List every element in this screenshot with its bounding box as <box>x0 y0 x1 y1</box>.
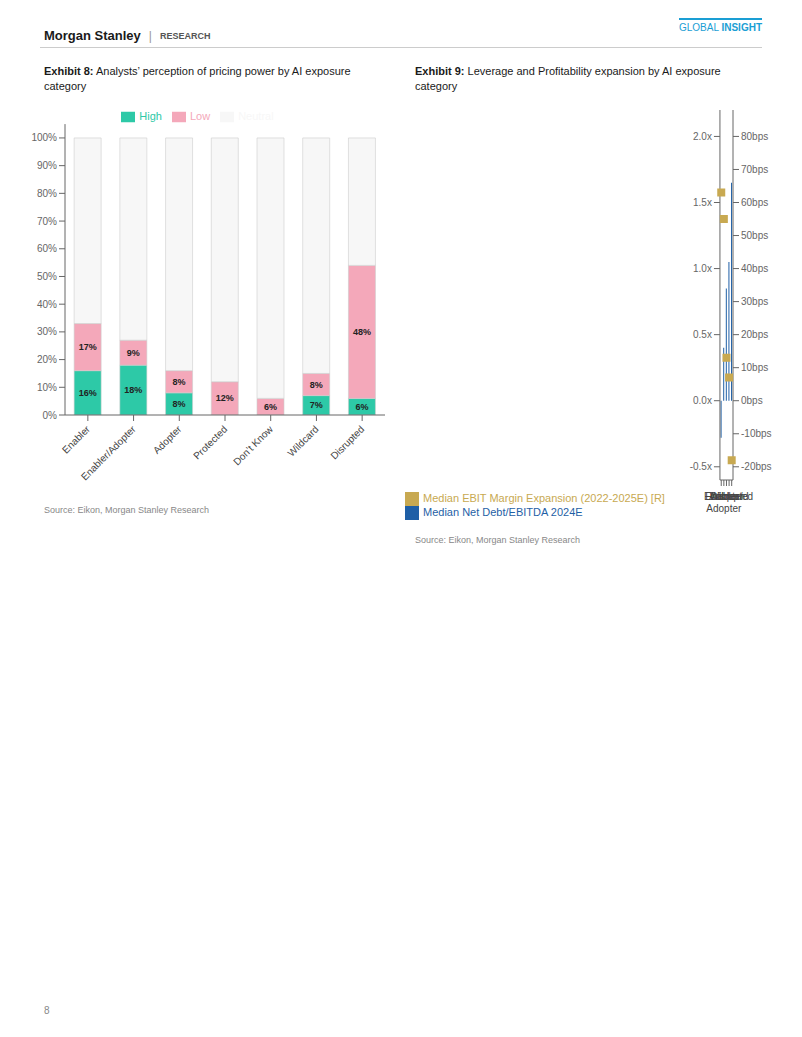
svg-text:Disrupted: Disrupted <box>710 491 753 502</box>
svg-text:Enabler/Adopter: Enabler/Adopter <box>79 423 138 482</box>
svg-text:0.0x: 0.0x <box>693 395 712 406</box>
svg-text:80%: 80% <box>37 188 57 199</box>
svg-text:20bps: 20bps <box>741 329 768 340</box>
svg-text:1.0x: 1.0x <box>693 263 712 274</box>
svg-text:-20bps: -20bps <box>741 461 772 472</box>
svg-text:80bps: 80bps <box>741 131 768 142</box>
svg-text:9%: 9% <box>127 348 140 358</box>
svg-text:0.5x: 0.5x <box>693 329 712 340</box>
svg-text:Adopter: Adopter <box>151 423 184 456</box>
svg-text:Wildcard: Wildcard <box>285 423 320 458</box>
svg-text:17%: 17% <box>79 342 97 352</box>
svg-text:1.5x: 1.5x <box>693 197 712 208</box>
svg-text:0bps: 0bps <box>741 395 763 406</box>
svg-text:50%: 50% <box>37 271 57 282</box>
svg-text:7%: 7% <box>310 400 323 410</box>
svg-text:70bps: 70bps <box>741 164 768 175</box>
svg-text:0%: 0% <box>43 410 58 421</box>
svg-text:40bps: 40bps <box>741 263 768 274</box>
svg-text:18%: 18% <box>124 385 142 395</box>
svg-text:60bps: 60bps <box>741 197 768 208</box>
svg-text:2.0x: 2.0x <box>693 131 712 142</box>
svg-text:48%: 48% <box>353 327 371 337</box>
svg-text:-0.5x: -0.5x <box>690 461 712 472</box>
svg-text:12%: 12% <box>216 393 234 403</box>
svg-text:40%: 40% <box>37 299 57 310</box>
svg-text:Disrupted: Disrupted <box>328 423 366 461</box>
svg-text:50bps: 50bps <box>741 230 768 241</box>
svg-text:-10bps: -10bps <box>741 428 772 439</box>
svg-text:100%: 100% <box>31 132 57 143</box>
svg-text:16%: 16% <box>79 388 97 398</box>
svg-text:8%: 8% <box>310 380 323 390</box>
svg-text:8%: 8% <box>173 399 186 409</box>
svg-text:60%: 60% <box>37 243 57 254</box>
svg-text:30bps: 30bps <box>741 296 768 307</box>
svg-text:90%: 90% <box>37 160 57 171</box>
svg-text:6%: 6% <box>355 402 368 412</box>
svg-text:10bps: 10bps <box>741 362 768 373</box>
svg-text:30%: 30% <box>37 326 57 337</box>
svg-text:70%: 70% <box>37 216 57 227</box>
svg-text:8%: 8% <box>173 377 186 387</box>
svg-text:Enabler: Enabler <box>60 423 93 456</box>
svg-text:6%: 6% <box>264 402 277 412</box>
svg-text:Don’t Know: Don’t Know <box>231 423 275 467</box>
svg-text:20%: 20% <box>37 354 57 365</box>
svg-text:Protected: Protected <box>191 423 229 461</box>
svg-text:10%: 10% <box>37 382 57 393</box>
